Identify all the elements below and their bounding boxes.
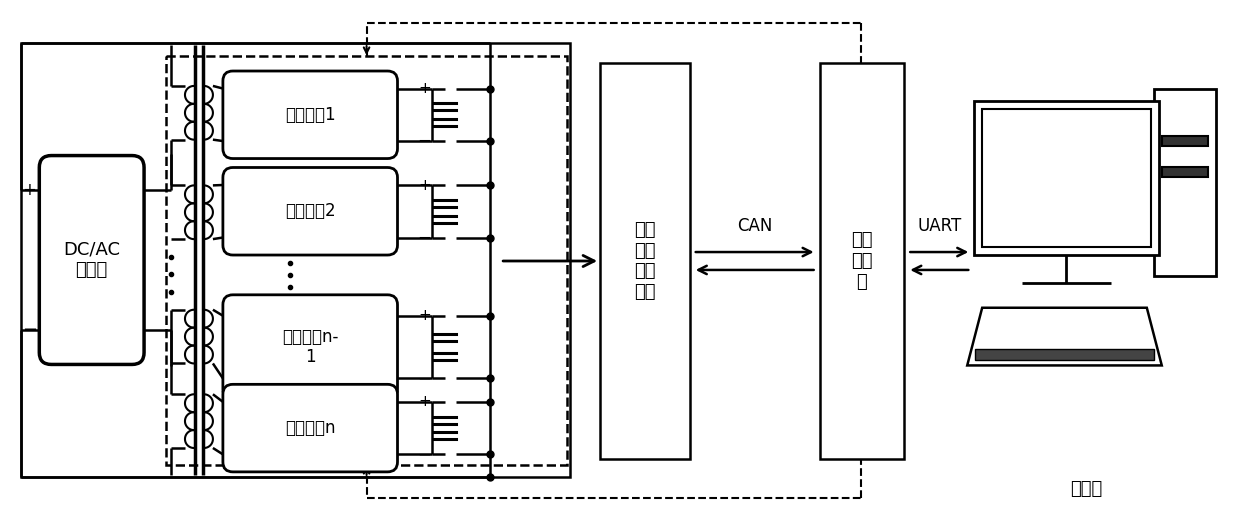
Bar <box>975 101 1159 255</box>
Text: +: + <box>22 181 36 200</box>
Text: +: + <box>418 394 430 410</box>
Text: −: − <box>418 369 432 388</box>
Bar <box>166 56 567 465</box>
Text: +: + <box>418 178 430 192</box>
Bar <box>975 349 1153 359</box>
Text: +: + <box>418 81 430 96</box>
Bar <box>1162 135 1208 145</box>
Text: CAN: CAN <box>737 217 773 235</box>
Text: 上位机: 上位机 <box>1070 480 1102 498</box>
FancyBboxPatch shape <box>223 295 398 399</box>
Text: 同步整流n: 同步整流n <box>285 419 336 437</box>
Text: UART: UART <box>918 217 961 235</box>
Bar <box>600 63 689 459</box>
Bar <box>820 63 904 459</box>
Polygon shape <box>967 308 1162 365</box>
FancyBboxPatch shape <box>40 156 144 365</box>
Text: −: − <box>418 229 432 246</box>
Text: DC/AC
变换器: DC/AC 变换器 <box>63 241 120 279</box>
Text: 同步整流2: 同步整流2 <box>285 202 336 220</box>
FancyBboxPatch shape <box>223 167 398 255</box>
Text: 控制
器单
元: 控制 器单 元 <box>851 231 873 291</box>
Text: −: − <box>418 132 432 150</box>
Text: +: + <box>418 308 430 323</box>
FancyBboxPatch shape <box>223 71 398 158</box>
Text: 同步整流n-
1: 同步整流n- 1 <box>281 328 339 366</box>
Text: −: − <box>418 445 432 463</box>
Text: −: − <box>22 320 37 339</box>
Bar <box>1162 167 1208 178</box>
Bar <box>982 109 1151 247</box>
Bar <box>1153 89 1215 276</box>
FancyBboxPatch shape <box>223 384 398 472</box>
Bar <box>21 43 570 477</box>
Text: 同步整流1: 同步整流1 <box>285 106 336 124</box>
Text: 电压
电流
采集
单元: 电压 电流 采集 单元 <box>634 221 656 301</box>
